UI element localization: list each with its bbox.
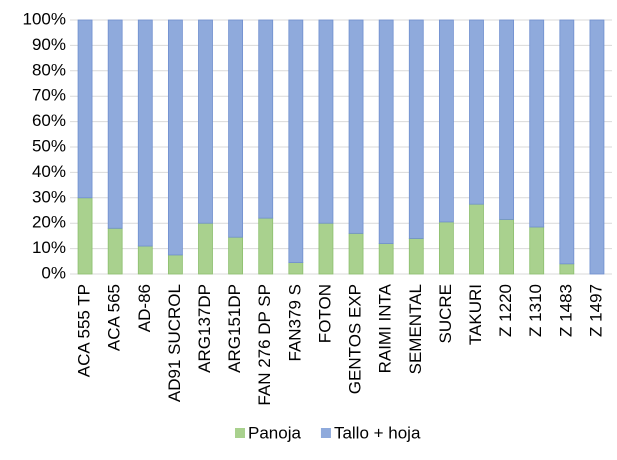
bar-segment (559, 263, 575, 275)
bar-segment (469, 203, 484, 275)
bar-segment (288, 19, 304, 263)
bar-segment (378, 19, 394, 244)
bar-segment (228, 19, 244, 238)
y-tick-label: 20% (32, 213, 66, 232)
x-tick-label: RAIMI INTA (376, 283, 395, 373)
x-tick-label: ACA 555 TP (75, 284, 94, 377)
bar-segment (529, 19, 545, 228)
x-tick-label: FAN379 S (285, 284, 304, 362)
bar-segment (438, 19, 454, 223)
bar-segment (469, 19, 484, 205)
y-tick-label: 60% (32, 111, 66, 130)
legend-label: Panoja (248, 423, 301, 442)
bar-segment (107, 227, 123, 275)
bar-segment (438, 221, 454, 275)
bar-segment (408, 19, 424, 239)
y-tick-label: 10% (32, 238, 66, 257)
bar-segment (137, 245, 153, 275)
x-tick-label: SUCRE (436, 284, 455, 344)
x-tick-label: TAKURI (466, 284, 485, 345)
bar-segment (258, 19, 274, 219)
bar-segment (348, 232, 364, 275)
bar-segment (258, 217, 274, 275)
x-tick-label: Z 1497 (586, 284, 605, 337)
bar-segment (559, 19, 575, 265)
bar-segment (499, 218, 515, 275)
bar-segment (107, 19, 123, 229)
y-tick-label: 0% (41, 263, 66, 282)
legend-swatch (320, 428, 331, 438)
bar-segment (529, 226, 545, 275)
bar-segment (499, 19, 515, 220)
x-tick-label: Z 1310 (526, 284, 545, 337)
bar-segment (137, 19, 153, 247)
y-tick-label: 50% (32, 136, 66, 155)
legend-label: Tallo + hoja (334, 423, 421, 442)
y-tick-label: 30% (32, 187, 66, 206)
x-tick-label: AD91 SUCROL (165, 284, 184, 402)
bar-segment (378, 243, 394, 275)
bar-segment (167, 254, 183, 275)
y-tick-label: 70% (32, 86, 66, 105)
x-tick-label: AD-86 (135, 284, 154, 332)
x-tick-label: FAN 276 DP SP (255, 284, 274, 406)
x-tick-label: SEMENTAL (406, 284, 425, 374)
bar-segment (77, 197, 93, 275)
x-tick-label: ACA 565 (105, 284, 124, 351)
bar-segment (198, 222, 213, 275)
x-tick-label: ARG137DP (195, 284, 214, 373)
bar-segment (348, 19, 364, 234)
legend-swatch (235, 428, 245, 438)
x-tick-label: Z 1220 (496, 284, 515, 337)
y-tick-label: 40% (32, 162, 66, 181)
bar-segment (167, 19, 183, 256)
y-tick-label: 80% (32, 60, 66, 79)
bar-segment (589, 19, 605, 275)
y-tick-label: 100% (23, 9, 66, 28)
bar-segment (408, 238, 424, 275)
y-tick-label: 90% (32, 35, 66, 54)
bar-segment (318, 222, 334, 275)
x-tick-label: Z 1483 (556, 284, 575, 337)
bar-segment (77, 19, 93, 199)
bar-segment (198, 19, 213, 224)
x-tick-label: ARG151DP (225, 284, 244, 373)
x-tick-label: GENTOS EXP (346, 284, 365, 394)
x-tick-label: FOTON (315, 284, 334, 343)
bar-segment (318, 19, 334, 224)
bar-segment (288, 262, 304, 275)
bar-segment (228, 236, 244, 275)
